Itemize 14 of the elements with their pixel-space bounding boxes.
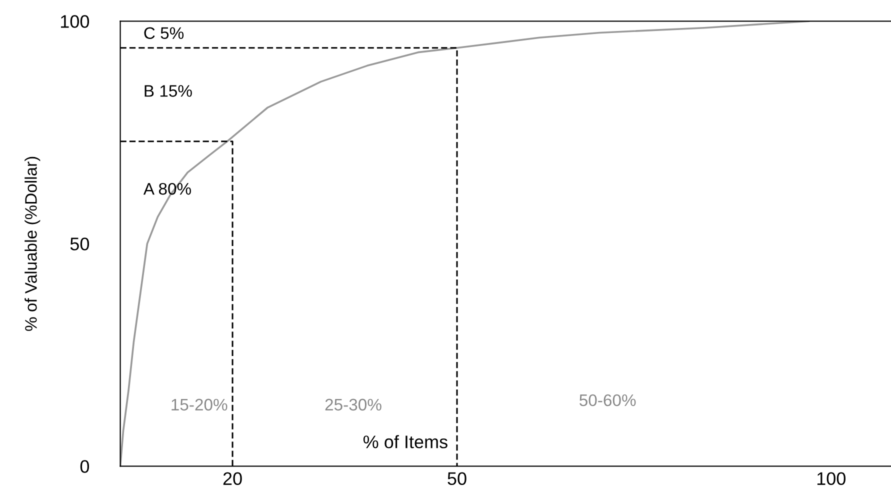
y-tick-label: 50	[70, 238, 90, 250]
x-axis-title: % of Items	[363, 435, 448, 448]
x-tick-label: 20	[223, 472, 242, 486]
annotation: A 80%	[143, 182, 191, 195]
annotation: C 5%	[144, 27, 184, 39]
annotation: 50-60%	[580, 394, 636, 406]
annotation: 25-30%	[325, 398, 382, 411]
annotation: B 15%	[144, 85, 192, 97]
x-tick-label: 50	[448, 472, 466, 486]
y-tick-label: 100	[60, 15, 90, 28]
x-tick-label: 100	[817, 472, 846, 486]
y-tick-label: 0	[80, 460, 90, 473]
annotation: 15-20%	[172, 398, 228, 411]
y-axis-title: % of Valuable (%Dollar)	[24, 156, 40, 331]
